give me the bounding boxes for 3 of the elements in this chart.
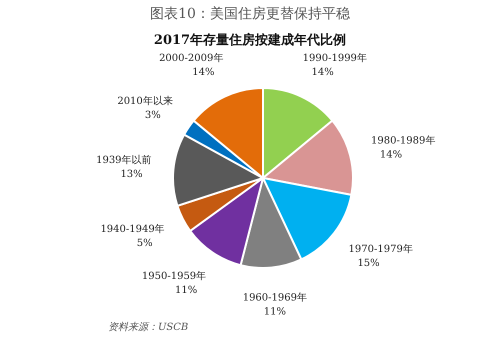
annotation: 资料来源：USCB <box>108 322 188 333</box>
title: 图表10：美国住房更替保持平稳 <box>150 6 350 22</box>
subtitle: 2017年存量住房按建成年代比例 <box>154 33 346 48</box>
